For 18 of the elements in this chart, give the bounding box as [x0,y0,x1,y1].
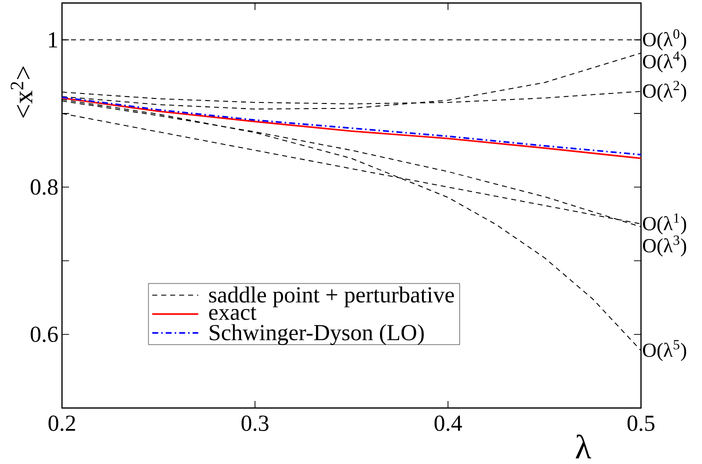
legend-label: Schwinger-Dyson (LO) [210,324,424,346]
y-axis-title: <x$^{2}$> [10,66,32,118]
series-label: O(λ$^{1}$) [643,213,686,234]
x-tick-label: 0.3 [242,416,268,432]
y-tick-label: 0.8 [30,179,58,195]
y-tick-label: 1 [49,32,58,48]
series-label: O(λ$^{0}$) [643,29,686,50]
y-tick-label: 0.6 [30,326,58,342]
series-label: O(λ$^{5}$) [643,340,686,361]
x-tick-label: 0.5 [628,416,654,432]
series-label: O(λ$^{2}$) [643,80,686,102]
annotation: saddle point + perturbative [209,286,454,308]
legend-label: exact [209,306,256,320]
series-label: O(λ$^{4}$) [643,51,686,72]
x-tick-label: 0.2 [48,416,76,432]
x-axis-title: λ [576,434,592,458]
series-label: O(λ$^{3}$) [643,236,686,256]
x-tick-label: 0.4 [434,416,462,432]
